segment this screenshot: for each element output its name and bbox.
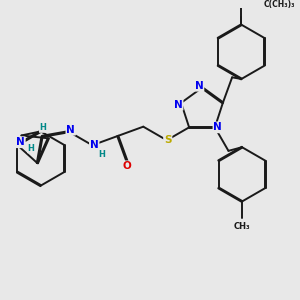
- Text: H: H: [28, 144, 34, 153]
- Text: N: N: [174, 100, 183, 110]
- Text: N: N: [213, 122, 222, 132]
- Text: H: H: [98, 150, 105, 159]
- Text: S: S: [164, 135, 172, 145]
- Text: C(CH₃)₃: C(CH₃)₃: [264, 0, 295, 9]
- Text: N: N: [90, 140, 99, 150]
- Text: N: N: [66, 125, 75, 135]
- Text: N: N: [195, 81, 203, 91]
- Text: H: H: [40, 123, 46, 132]
- Text: CH₃: CH₃: [234, 222, 250, 231]
- Text: N: N: [16, 137, 25, 147]
- Text: O: O: [123, 161, 131, 171]
